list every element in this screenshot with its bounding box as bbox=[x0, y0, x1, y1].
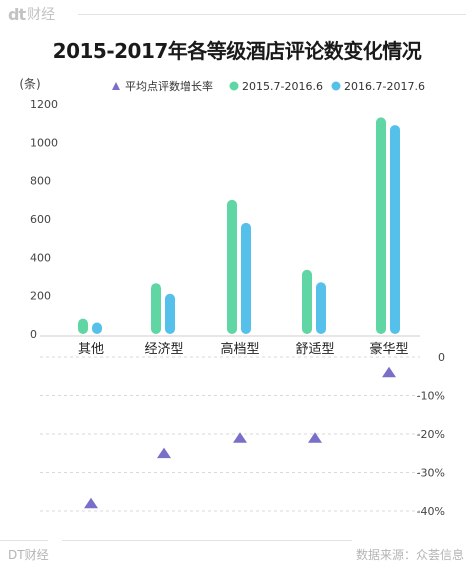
y-tick-label: 1000 bbox=[30, 136, 58, 149]
bar-舒适型-series-2 bbox=[316, 282, 326, 334]
x-tick-label: 经济型 bbox=[144, 342, 183, 357]
legend-marker-series-1 bbox=[229, 81, 239, 91]
growth-tick-label: -30% bbox=[417, 467, 445, 480]
bar-其他-series-1 bbox=[78, 318, 88, 334]
y-tick-label: 400 bbox=[30, 251, 51, 264]
brand-logo: dt 财经 bbox=[8, 4, 55, 24]
footer-divider-right bbox=[62, 540, 352, 541]
header-divider bbox=[78, 14, 466, 15]
growth-marker-豪华型 bbox=[382, 366, 396, 378]
logo-mark: dt bbox=[8, 4, 26, 24]
bar-豪华型-series-2 bbox=[390, 125, 400, 334]
y-axis-unit: (条) bbox=[19, 77, 40, 91]
legend-label-growth: 平均点评数增长率 bbox=[125, 79, 213, 93]
x-tick-label: 豪华型 bbox=[369, 341, 408, 357]
legend-marker-series-2 bbox=[331, 81, 341, 91]
bar-高档型-series-1 bbox=[227, 199, 237, 334]
x-tick-label: 其他 bbox=[78, 342, 104, 357]
data-source: 数据来源：众荟信息 bbox=[355, 548, 464, 562]
x-tick-label: 高档型 bbox=[220, 341, 259, 357]
y-tick-label: 800 bbox=[30, 175, 51, 188]
legend-label-series-2: 2016.7-2017.6 bbox=[344, 80, 425, 93]
bar-豪华型-series-1 bbox=[376, 117, 386, 335]
header-bar: dt 财经 bbox=[0, 0, 474, 26]
bar-其他-series-2 bbox=[92, 322, 102, 334]
growth-marker-舒适型 bbox=[308, 432, 322, 443]
y-tick-label: 0 bbox=[30, 328, 37, 341]
growth-tick-label: 0 bbox=[438, 351, 445, 364]
bar-舒适型-series-1 bbox=[302, 269, 312, 334]
footer-divider-left bbox=[0, 540, 48, 541]
logo-text: 财经 bbox=[27, 7, 56, 23]
bar-高档型-series-2 bbox=[241, 222, 251, 334]
chart-title: 2015-2017年各等级酒店评论数变化情况 bbox=[52, 39, 422, 63]
x-tick-label: 舒适型 bbox=[295, 342, 334, 357]
growth-tick-label: -20% bbox=[417, 428, 445, 441]
legend-label-series-1: 2015.7-2016.6 bbox=[242, 80, 323, 93]
growth-marker-其他 bbox=[84, 497, 98, 509]
bar-经济型-series-2 bbox=[165, 293, 175, 334]
growth-marker-高档型 bbox=[233, 432, 247, 443]
growth-marker-经济型 bbox=[157, 447, 171, 459]
growth-tick-label: -40% bbox=[417, 505, 445, 518]
y-tick-label: 1200 bbox=[30, 98, 58, 111]
bar-经济型-series-1 bbox=[151, 283, 161, 334]
footer-brand: DT财经 bbox=[8, 548, 49, 562]
y-tick-label: 200 bbox=[30, 290, 51, 303]
legend-marker-growth bbox=[112, 82, 120, 90]
growth-tick-label: -10% bbox=[417, 390, 445, 403]
y-tick-label: 600 bbox=[30, 213, 51, 226]
